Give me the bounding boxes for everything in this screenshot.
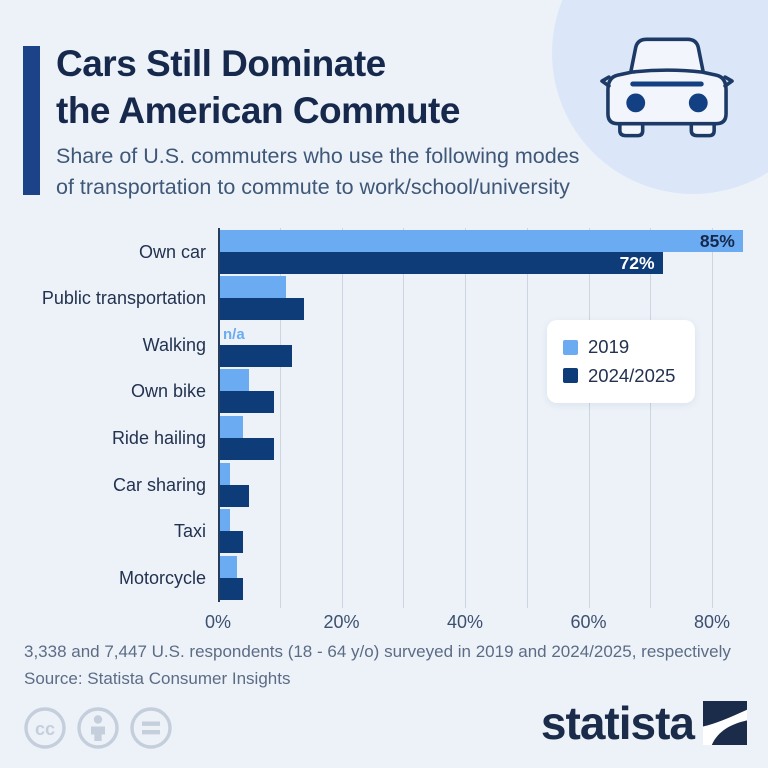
attribution-icon xyxy=(77,707,119,749)
bar-2019 xyxy=(218,556,237,579)
title-line-2: the American Commute xyxy=(56,90,460,132)
category-label: Own car xyxy=(138,241,206,262)
axis-tick-30pct xyxy=(403,601,405,608)
subtitle-line-1: Share of U.S. commuters who use the foll… xyxy=(56,144,580,168)
gridline-20pct xyxy=(341,228,343,601)
y-axis-line xyxy=(218,228,220,602)
bar-2019 xyxy=(218,276,286,299)
license-icons: cc xyxy=(22,704,174,757)
legend-swatch xyxy=(563,368,578,384)
bar-chart: Own car 85% 72% Public transportation Walkin… xyxy=(0,228,768,632)
bar-2024-2025 xyxy=(218,484,249,507)
gridline-10pct xyxy=(279,228,281,601)
nd-icon xyxy=(130,707,172,749)
gridline-80pct xyxy=(712,228,713,601)
bar-2019 xyxy=(218,369,249,392)
svg-text:cc: cc xyxy=(35,719,55,739)
statista-logo-mark xyxy=(703,701,747,745)
x-axis-label-40%: 40% xyxy=(446,612,484,632)
bar-2019 xyxy=(218,462,231,485)
axis-tick-20pct xyxy=(341,601,343,608)
cc-icon xyxy=(24,707,66,749)
bar-value-label: 72% xyxy=(619,252,655,273)
bar-2024-2025 xyxy=(218,344,293,367)
legend-item-2024-2025: 2024/2025 xyxy=(563,362,675,391)
title-line-1: Cars Still Dominate xyxy=(56,43,386,84)
source-note: Source: Statista Consumer Insights xyxy=(24,669,291,689)
axis-tick-60pct xyxy=(588,601,590,608)
title-accent-bar xyxy=(23,46,40,195)
category-label: Car sharing xyxy=(112,474,206,495)
legend-swatch xyxy=(563,339,578,355)
legend-label: 2024/2025 xyxy=(588,364,676,386)
bar-2019 xyxy=(218,416,243,439)
category-label: Ride hailing xyxy=(111,428,206,449)
bar-2024-2025 xyxy=(218,531,243,554)
bar-2024-2025 xyxy=(218,438,274,461)
bar-2024-2025 xyxy=(218,391,274,414)
statista-logo: statista xyxy=(541,700,747,746)
category-label: Own bike xyxy=(130,381,206,402)
subtitle-line-2: of transportation to commute to work/sch… xyxy=(56,174,570,199)
gridline-40pct xyxy=(465,228,466,601)
axis-tick-50pct xyxy=(526,601,528,608)
bar-2019 xyxy=(218,509,231,532)
chart-legend: 2019 2024/2025 xyxy=(547,320,696,403)
category-label: Taxi xyxy=(173,521,206,542)
axis-tick-10pct xyxy=(279,601,281,608)
gridline-60pct xyxy=(588,228,590,601)
bar-2019: 85% xyxy=(218,229,743,252)
statista-wordmark: statista xyxy=(540,697,695,749)
axis-tick-80pct xyxy=(712,601,713,608)
gridline-70pct xyxy=(650,228,652,601)
axis-tick-70pct xyxy=(650,601,652,608)
bar-2024-2025 xyxy=(218,578,243,601)
x-axis-label-80%: 80% xyxy=(693,612,731,632)
category-label: Walking xyxy=(142,334,206,355)
car-front-icon xyxy=(600,30,734,147)
legend-label: 2019 xyxy=(588,336,630,357)
axis-tick-40pct xyxy=(465,601,466,608)
category-label: Public transportation xyxy=(41,288,206,309)
bar-2024-2025: 72% xyxy=(218,251,663,274)
gridline-30pct xyxy=(403,228,405,601)
page-subtitle: Share of U.S. commuters who use the foll… xyxy=(56,141,579,202)
x-axis-label-0%: 0% xyxy=(204,612,231,632)
na-value-label: n/a xyxy=(223,325,245,343)
category-label: Motorcycle xyxy=(118,568,206,589)
chart-footnote: 3,338 and 7,447 U.S. respondents (18 - 6… xyxy=(24,638,731,692)
bar-2024-2025 xyxy=(218,298,305,321)
respondents-note: 3,338 and 7,447 U.S. respondents (18 - 6… xyxy=(24,642,731,661)
x-axis-label-60%: 60% xyxy=(570,612,607,632)
bar-value-label: 85% xyxy=(699,230,735,251)
page-title: Cars Still Dominate the American Commute xyxy=(56,40,460,135)
x-axis-label-20%: 20% xyxy=(323,612,360,632)
legend-item-2019: 2019 xyxy=(563,333,675,362)
gridline-50pct xyxy=(526,228,528,601)
